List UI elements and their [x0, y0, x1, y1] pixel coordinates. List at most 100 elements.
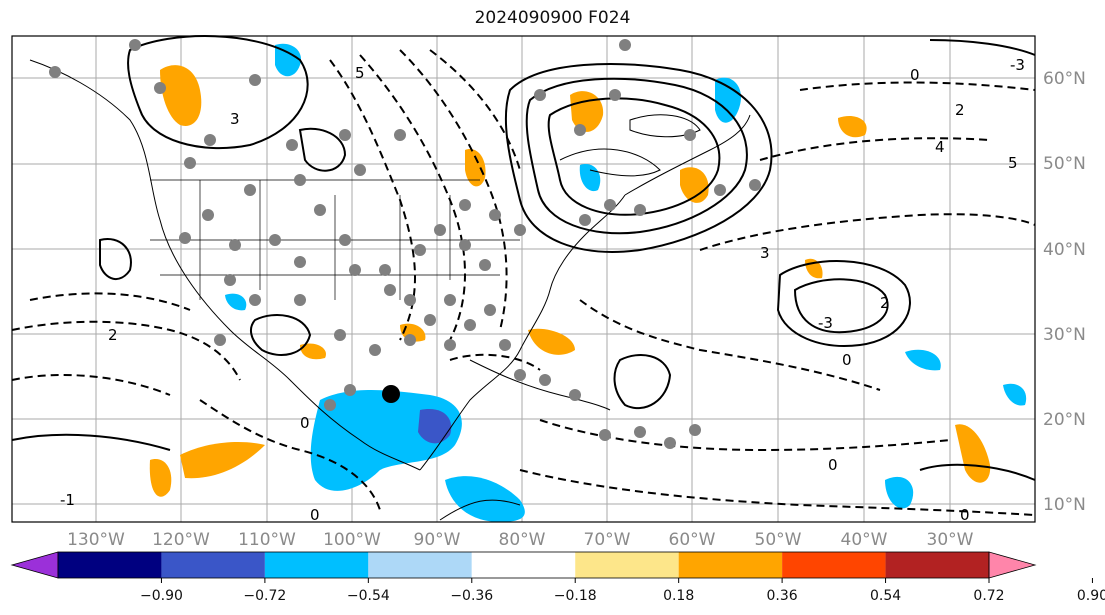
shade-orange: [955, 424, 991, 483]
station-dot: [379, 264, 391, 276]
station-dot: [369, 344, 381, 356]
storm-center-marker: [382, 385, 400, 403]
colorbar-tick-label: −0.18: [554, 588, 597, 604]
station-dot: [334, 329, 346, 341]
shade-blue: [905, 349, 941, 371]
station-dot: [534, 89, 546, 101]
latitude-labels: 60°N 50°N 40°N 30°N 20°N 10°N: [1043, 69, 1086, 515]
colorbar-segment: [885, 552, 989, 578]
colorbar-outline: [57, 551, 990, 579]
contour-label: -1: [60, 491, 75, 509]
station-dot: [569, 389, 581, 401]
lat-label: 40°N: [1043, 240, 1086, 260]
station-dot: [664, 437, 676, 449]
coastlines: [29, 59, 751, 521]
station-dot: [444, 339, 456, 351]
station-dot: [619, 39, 631, 51]
shade-blue: [715, 77, 741, 123]
shade-blue: [225, 293, 247, 311]
colorbar-tick-label: 0.72: [973, 588, 1004, 604]
contour-label: 4: [935, 138, 945, 156]
station-dot: [404, 334, 416, 346]
contour-label: 5: [355, 64, 365, 82]
shade-orange: [160, 65, 202, 126]
station-dot: [484, 304, 496, 316]
contour-label: 0: [300, 414, 310, 432]
station-dot: [579, 214, 591, 226]
contour-label: -3: [1010, 56, 1025, 74]
station-dot: [414, 244, 426, 256]
station-dot: [224, 274, 236, 286]
lon-label: 110°W: [238, 530, 296, 550]
lon-label: 130°W: [67, 530, 125, 550]
lon-label: 60°W: [669, 530, 716, 550]
station-dot: [489, 209, 501, 221]
station-dot: [444, 294, 456, 306]
station-dot: [714, 184, 726, 196]
station-dot: [354, 164, 366, 176]
station-dot: [339, 234, 351, 246]
station-dot: [479, 259, 491, 271]
station-dot: [179, 232, 191, 244]
contour-label: 0: [910, 66, 920, 84]
station-dot: [689, 424, 701, 436]
shade-orange: [838, 115, 867, 138]
station-dot: [749, 179, 761, 191]
lat-label: 30°N: [1043, 325, 1086, 345]
lat-label: 50°N: [1043, 154, 1086, 174]
graticule: [12, 36, 1035, 522]
station-dot: [286, 139, 298, 151]
station-dot: [129, 39, 141, 51]
station-dot: [684, 129, 696, 141]
station-dot: [394, 129, 406, 141]
shaded-anomalies: [149, 43, 1027, 522]
shade-orange: [528, 328, 575, 355]
lat-label: 60°N: [1043, 69, 1086, 89]
colorbar-tick-label: −0.90: [140, 588, 183, 604]
lon-label: 100°W: [323, 530, 381, 550]
colorbar-segment: [264, 552, 369, 578]
colorbar-segment: [161, 552, 265, 578]
station-dot: [229, 239, 241, 251]
station-dot: [464, 319, 476, 331]
map-title: 2024090900 F024: [474, 8, 631, 28]
shade-darkblue: [418, 409, 452, 444]
solid-contours: [11, 35, 1036, 481]
station-dot: [539, 374, 551, 386]
station-dot: [459, 239, 471, 251]
station-dot: [604, 199, 616, 211]
colorbar-tick-label: 0.54: [870, 588, 901, 604]
station-dot: [634, 426, 646, 438]
station-dot: [49, 66, 61, 78]
station-dot: [384, 284, 396, 296]
station-dot: [202, 209, 214, 221]
station-dot: [434, 224, 446, 236]
contour-label: 2: [108, 326, 118, 344]
station-dot: [204, 134, 216, 146]
station-dot: [459, 199, 471, 211]
contour-label: 2: [880, 294, 890, 312]
colorbar-tick-label: 0.90: [1077, 588, 1105, 604]
colorbar-segment: [575, 552, 679, 578]
colorbar-segment: [782, 552, 886, 578]
station-dot: [404, 294, 416, 306]
station-dot: [249, 74, 261, 86]
lon-label: 40°W: [841, 530, 888, 550]
colorbar-extend-high: [988, 551, 1037, 579]
station-dot: [609, 89, 621, 101]
colorbar-tick-label: 0.36: [767, 588, 798, 604]
lat-label: 10°N: [1043, 495, 1086, 515]
station-dot: [634, 204, 646, 216]
dashed-contours: [11, 49, 1036, 516]
contour-labels: 3 5 4 5 0 2 3 -3 0 2 0 0 0 2 -1 0 -3: [60, 56, 1025, 524]
colorbar: [10, 551, 1037, 579]
station-dot: [514, 369, 526, 381]
shade-orange: [180, 442, 265, 479]
shade-orange: [300, 343, 326, 360]
station-dot: [349, 264, 361, 276]
colorbar-segment: [678, 552, 783, 578]
shade-orange: [570, 91, 604, 132]
colorbar-segment: [471, 552, 576, 578]
shade-orange: [680, 167, 709, 203]
station-dot: [499, 339, 511, 351]
